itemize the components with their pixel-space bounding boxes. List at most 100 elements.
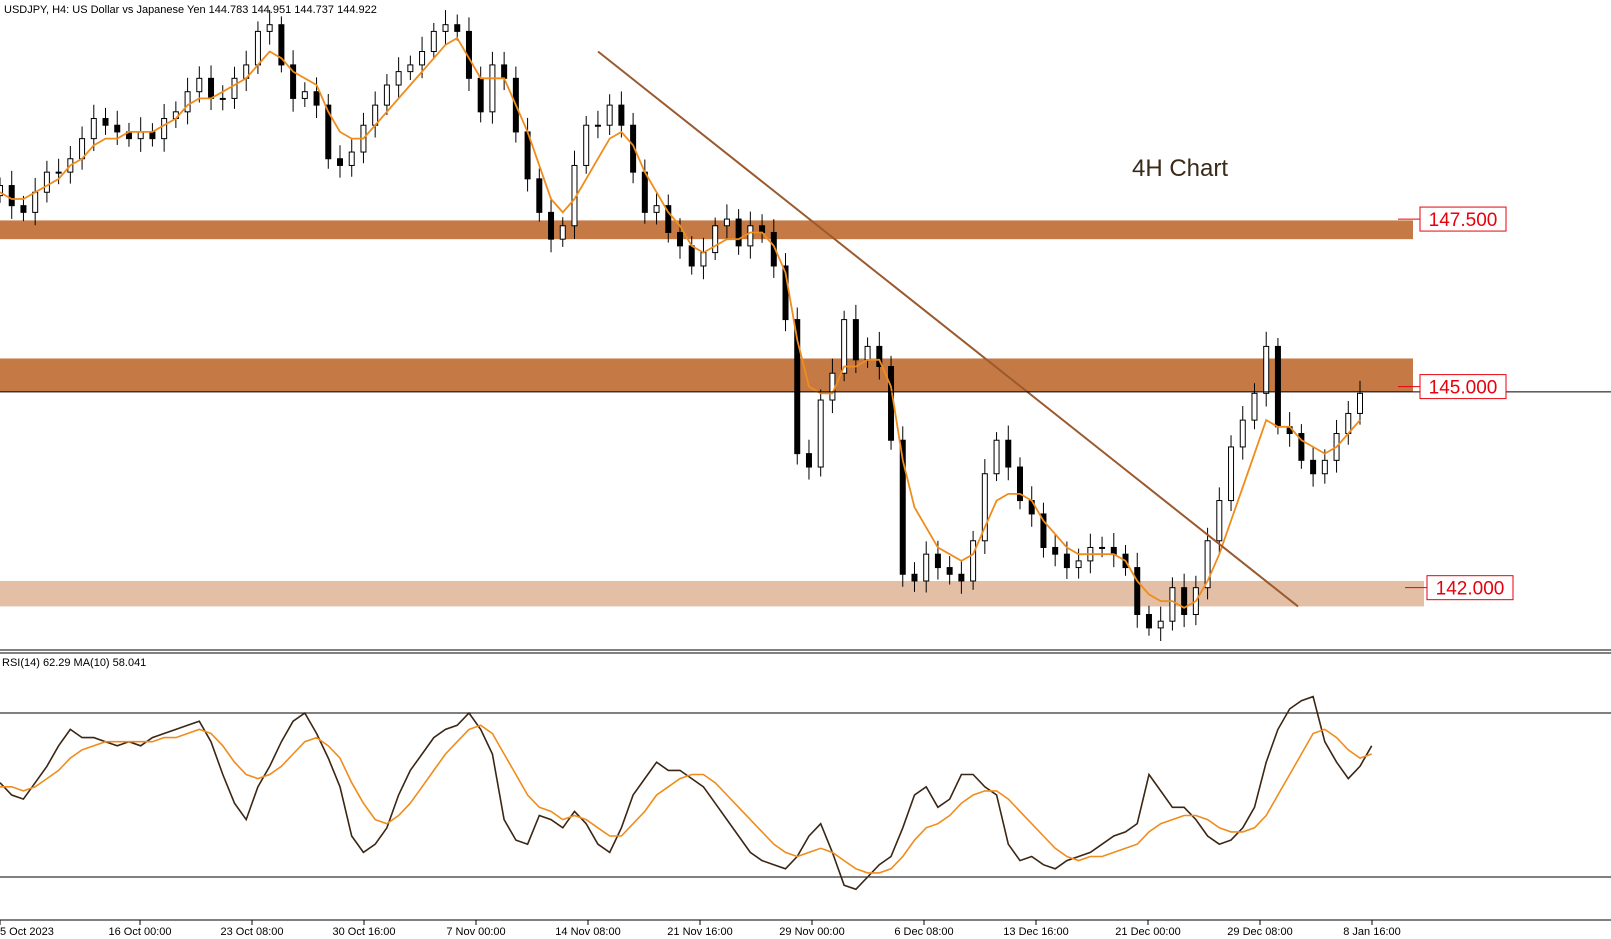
candle-body	[8, 185, 15, 207]
candle-body	[219, 97, 226, 100]
candle-body	[1005, 439, 1012, 468]
candle-body	[1052, 546, 1059, 555]
candle-body	[794, 319, 801, 455]
time-axis: 5 Oct 2023 16 Oct 00:00 23 Oct 08:00 30 Oct…	[0, 920, 1401, 938]
candle-body	[1251, 392, 1258, 421]
level-label-box-147.500	[1419, 206, 1507, 232]
candle-body	[1239, 419, 1246, 448]
candle-body	[20, 205, 27, 213]
time-tick-label: 6 Dec 08:00	[894, 926, 953, 938]
candle-body	[301, 91, 308, 99]
candle-body	[817, 399, 824, 468]
candle-body	[630, 124, 637, 173]
time-tick-label: 7 Nov 00:00	[446, 926, 505, 938]
candle-body	[208, 77, 215, 99]
candle-body	[1017, 466, 1023, 502]
candle-body	[1075, 560, 1082, 569]
candle-body	[395, 71, 402, 86]
candle-body	[723, 218, 730, 227]
candle-body	[90, 118, 97, 140]
candle-body	[641, 171, 648, 213]
rsi-series-ma	[0, 724, 1372, 874]
candle-body	[290, 64, 297, 99]
candle-body	[653, 205, 660, 213]
candle-body	[442, 24, 449, 32]
support-resistance-zones	[0, 220, 1424, 607]
time-tick-label: 14 Nov 08:00	[555, 926, 620, 938]
candle-body	[970, 540, 977, 582]
level-label-145.000: 145.000	[1429, 378, 1498, 399]
candle-body	[161, 118, 168, 140]
candle-body	[864, 345, 871, 361]
time-tick-label: 30 Oct 16:00	[333, 926, 396, 938]
time-tick-label: 21 Dec 00:00	[1115, 926, 1180, 938]
candle-body	[946, 567, 953, 575]
rsi-panel: RSI(14) 62.29 MA(10) 58.041	[0, 657, 1611, 891]
level-label-147.500: 147.500	[1429, 210, 1498, 231]
time-tick-label: 16 Oct 00:00	[109, 926, 172, 938]
time-tick-label: 21 Nov 16:00	[667, 926, 732, 938]
candle-body	[114, 124, 121, 133]
level-label-142.000: 142.000	[1436, 579, 1505, 600]
candle-body	[454, 24, 461, 32]
candle-body	[1321, 459, 1328, 475]
candle-body	[1357, 392, 1363, 414]
candle-body	[700, 252, 707, 267]
candle-body	[782, 265, 789, 321]
zone-147.500	[0, 220, 1413, 240]
candle-body	[911, 573, 918, 582]
candle-body	[407, 64, 414, 73]
candle-body	[254, 30, 261, 66]
candle-body	[1099, 546, 1106, 549]
candle-body	[348, 151, 355, 166]
candle-body	[852, 319, 859, 361]
downtrend-line	[597, 50, 1299, 608]
candle-body	[1181, 587, 1188, 615]
chart-annotation: 4H Chart	[1132, 155, 1228, 182]
price-moving-average	[0, 36, 1361, 609]
candle-body	[501, 64, 508, 79]
candle-body	[1157, 620, 1164, 629]
price-panel: 147.500 145.000 142.000 USDJPY, H4: US Dol…	[0, 4, 1611, 642]
time-tick-label: 8 Jan 16:00	[1343, 926, 1401, 938]
candle-body	[805, 453, 812, 468]
candle-body	[1298, 433, 1305, 461]
candle-body	[430, 30, 437, 53]
candle-body	[383, 84, 390, 106]
candle-body	[536, 178, 543, 213]
rsi-title: RSI(14) 62.29 MA(10) 58.041	[2, 657, 146, 669]
candle-body	[559, 225, 566, 240]
candle-body	[231, 77, 238, 99]
candle-body	[1310, 459, 1317, 475]
time-tick-label: 5 Oct 2023	[0, 926, 54, 938]
level-labels: 147.500 145.000 142.000	[1398, 206, 1514, 601]
rsi-level-lines	[0, 712, 1611, 878]
candle-body	[841, 319, 848, 374]
candle-body	[759, 225, 766, 233]
candle-body	[934, 553, 941, 569]
candle-body	[981, 473, 988, 542]
candle-body	[325, 104, 332, 160]
candle-body	[618, 104, 625, 126]
rsi-series-layer	[0, 695, 1373, 891]
candle-body	[899, 439, 906, 575]
candle-body	[43, 171, 50, 193]
candle-body	[266, 24, 273, 32]
candle-body	[489, 64, 496, 113]
candle-body	[0, 185, 3, 197]
candle-body	[606, 104, 613, 126]
time-tick-label: 23 Oct 08:00	[221, 926, 284, 938]
candle-body	[1040, 513, 1047, 548]
candle-body	[735, 218, 742, 247]
candle-body	[583, 124, 590, 166]
level-label-box-142.000	[1426, 575, 1514, 601]
candle-body	[184, 91, 191, 113]
candle-body	[1063, 553, 1070, 569]
candle-body	[677, 231, 683, 247]
candle-body	[829, 372, 836, 401]
candle-body	[313, 91, 320, 106]
candle-body	[1228, 446, 1235, 502]
zone-145.000	[0, 358, 1413, 392]
